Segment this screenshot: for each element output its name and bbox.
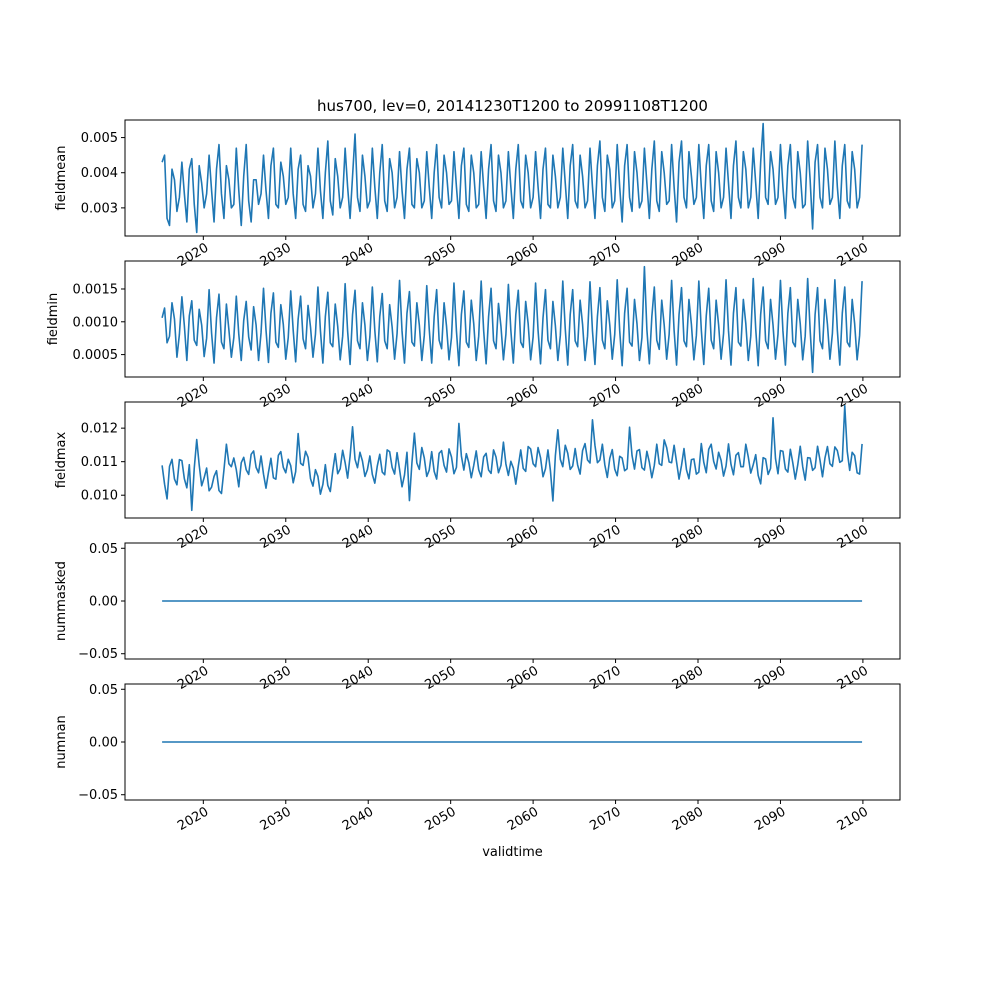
x-axis-label: validtime xyxy=(482,845,543,860)
y-axis-label-nummasked: nummasked xyxy=(54,561,69,641)
axes-frame-fieldmean xyxy=(124,119,901,237)
y-tick-label-fieldmin-0: 0.0005 xyxy=(73,348,119,363)
y-tick-label-nummasked-2: 0.05 xyxy=(89,542,118,557)
y-tick-label-fieldmin-1: 0.0010 xyxy=(73,315,119,330)
series-line-fieldmin xyxy=(161,265,863,374)
y-tick-label-fieldmax-0: 0.010 xyxy=(81,489,118,504)
y-tick-label-fieldmean-1: 0.004 xyxy=(81,166,118,181)
y-tick-label-fieldmin-2: 0.0015 xyxy=(73,282,119,297)
y-axis-label-fieldmin: fieldmin xyxy=(46,293,61,346)
y-tick-label-numnan-0: −0.05 xyxy=(78,788,118,803)
y-tick-label-numnan-1: 0.00 xyxy=(89,736,118,751)
y-axis-label-fieldmax: fieldmax xyxy=(54,432,69,489)
axes-frame-fieldmax xyxy=(124,401,901,519)
y-tick-label-fieldmax-1: 0.011 xyxy=(81,455,118,470)
y-tick-label-fieldmean-2: 0.005 xyxy=(81,131,118,146)
series-line-fieldmean xyxy=(161,122,863,234)
y-tick-label-fieldmax-2: 0.012 xyxy=(81,422,118,437)
y-axis-label-numnan: numnan xyxy=(54,715,69,769)
figure-title: hus700, lev=0, 20141230T1200 to 20991108… xyxy=(317,97,708,115)
y-tick-label-nummasked-0: −0.05 xyxy=(78,647,118,662)
axes-frame-fieldmin xyxy=(124,260,901,378)
y-tick-label-numnan-2: 0.05 xyxy=(89,683,118,698)
series-line-fieldmax xyxy=(161,404,863,512)
y-tick-label-nummasked-1: 0.00 xyxy=(89,595,118,610)
y-tick-label-fieldmean-0: 0.003 xyxy=(81,201,118,216)
y-axis-label-fieldmean: fieldmean xyxy=(54,146,69,211)
